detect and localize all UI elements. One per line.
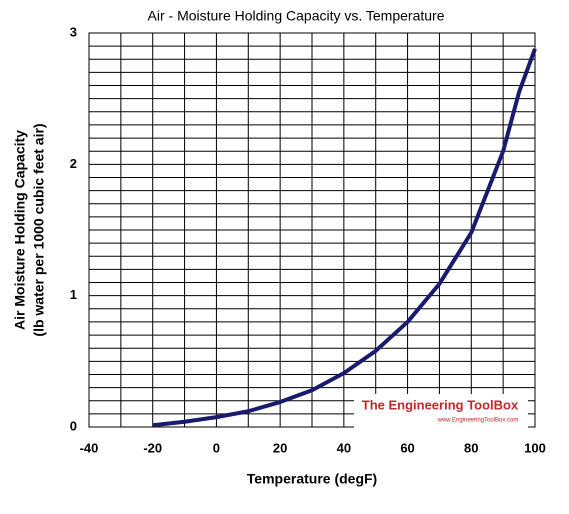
watermark-bg xyxy=(354,394,528,428)
y-tick-label: 1 xyxy=(70,287,77,302)
x-tick-label: 40 xyxy=(337,440,351,455)
data-line xyxy=(152,48,537,428)
y-axis-label: Air Moisture Holding Capacity xyxy=(12,130,28,330)
y-tick-label: 2 xyxy=(70,156,77,171)
watermark-url: www.EngineeringToolBox.com xyxy=(437,418,519,424)
chart-title: Air - Moisture Holding Capacity vs. Temp… xyxy=(148,8,445,24)
y-tick-label: 0 xyxy=(70,418,77,433)
x-tick-label: 60 xyxy=(400,440,414,455)
x-tick-label: 100 xyxy=(524,440,546,455)
x-tick-label: 20 xyxy=(273,440,287,455)
y-tick-label: 3 xyxy=(70,24,77,39)
y-axis-label: (lb water per 1000 cubic feet air) xyxy=(31,123,47,336)
x-axis-label: Temperature (degF) xyxy=(247,471,377,487)
x-tick-label: 0 xyxy=(213,440,220,455)
x-tick-label: -40 xyxy=(80,440,99,455)
watermark: The Engineering ToolBox xyxy=(362,397,519,412)
plot xyxy=(152,48,537,428)
x-tick-label: -20 xyxy=(143,440,162,455)
grid xyxy=(88,32,536,428)
plot-border xyxy=(88,32,536,428)
x-tick-label: 80 xyxy=(464,440,478,455)
